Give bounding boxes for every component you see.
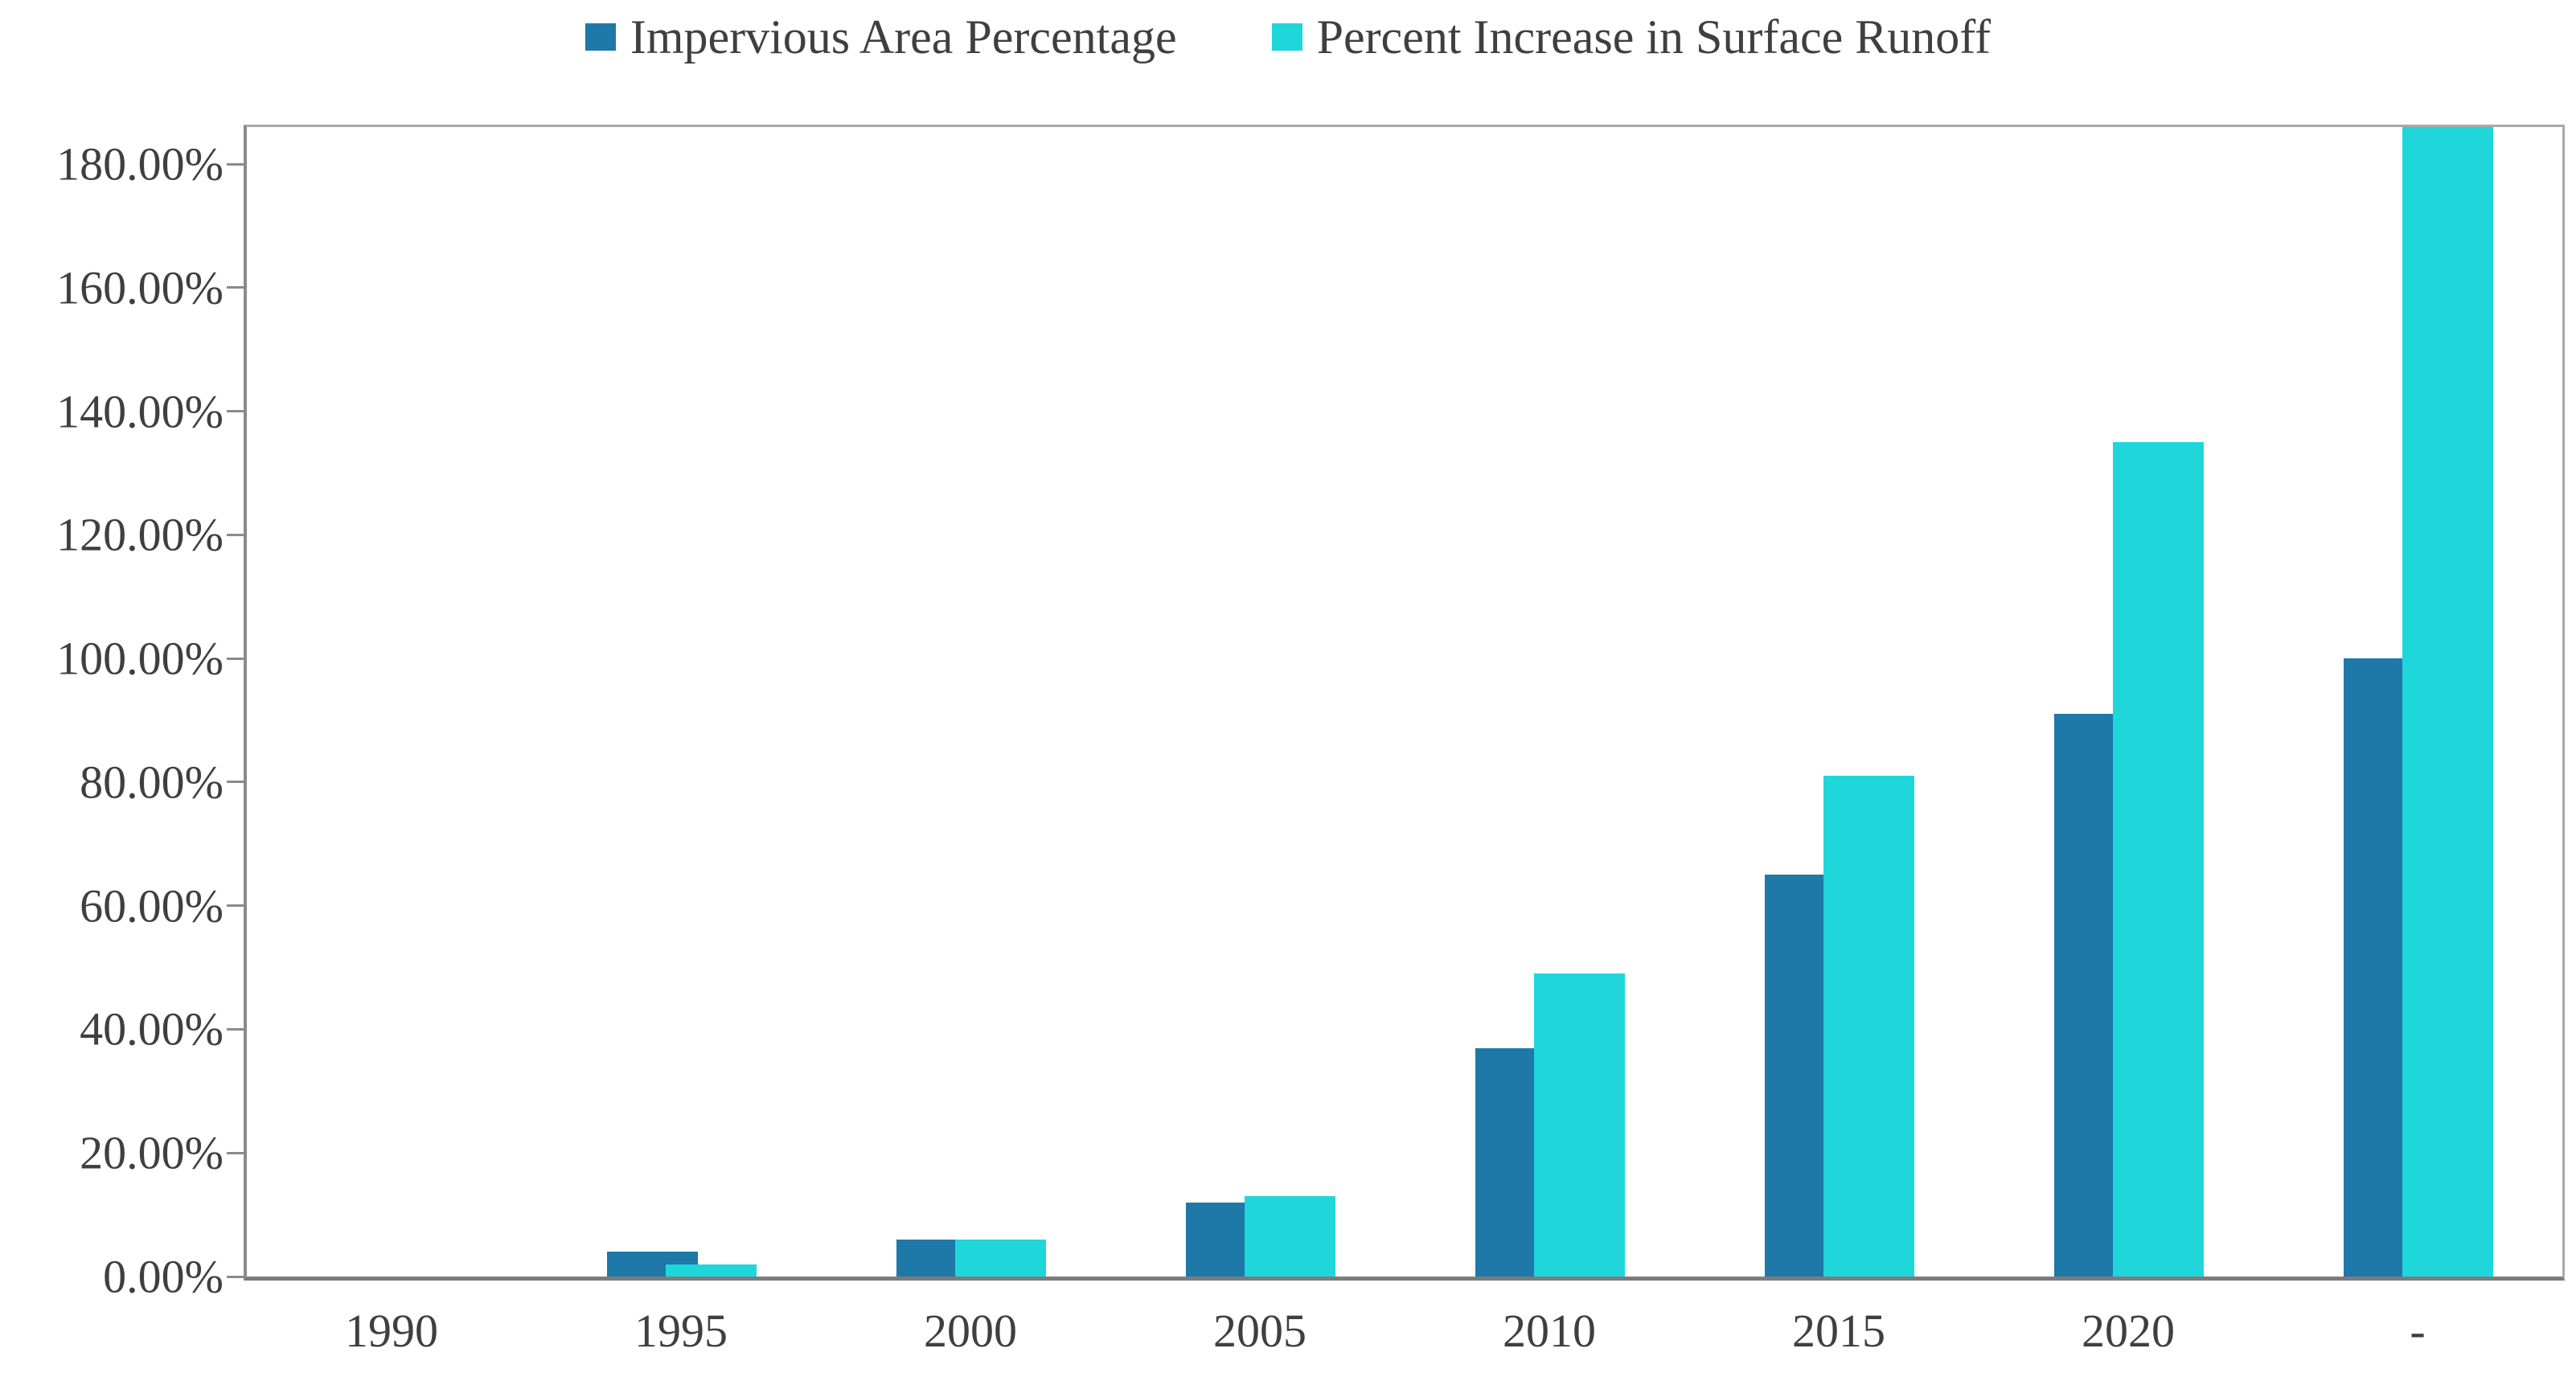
y-axis-label: 40.00% [80, 1002, 224, 1055]
y-axis-label: 80.00% [80, 756, 224, 809]
y-axis-label: 140.00% [56, 385, 224, 438]
y-axis-tick [227, 657, 244, 660]
y-axis-tick [227, 781, 244, 784]
y-axis-label: 120.00% [56, 508, 224, 561]
y-axis-tick [227, 1275, 244, 1278]
x-axis-labels: 1990 1995 2000 2005 2010 2015 2020 - [247, 1304, 2562, 1368]
y-axis-tick [227, 162, 244, 166]
bar-runoff-- [2402, 127, 2493, 1277]
legend-label-impervious: Impervious Area Percentage [630, 10, 1177, 64]
plot-area [227, 125, 2565, 1281]
legend-swatch-runoff-icon [1271, 23, 1302, 51]
y-axis-label: 180.00% [56, 137, 224, 191]
y-axis-tick [227, 1151, 244, 1154]
bar-runoff-2015 [1823, 776, 1914, 1277]
y-axis-tick [227, 1027, 244, 1031]
bar-runoff-2010 [1534, 973, 1625, 1277]
x-axis-label: 2010 [1503, 1305, 1596, 1357]
bar-runoff-2005 [1245, 1196, 1335, 1277]
bar-runoff-1995 [666, 1264, 757, 1277]
x-axis-label: - [2410, 1305, 2426, 1357]
legend-label-runoff: Percent Increase in Surface Runoff [1316, 10, 1991, 64]
y-axis-label: 60.00% [80, 879, 224, 932]
y-axis-label: 160.00% [56, 261, 224, 314]
x-axis-label: 1995 [634, 1305, 728, 1357]
x-axis-label: 1990 [345, 1305, 438, 1357]
legend-item-runoff: Percent Increase in Surface Runoff [1271, 5, 1991, 69]
y-axis-labels: 0.00% 20.00% 40.00% 60.00% 80.00% 100.00% 120.… [0, 127, 227, 1303]
bar-runoff-2000 [955, 1239, 1046, 1277]
y-axis-label: 0.00% [103, 1250, 224, 1303]
y-axis-label: 20.00% [80, 1126, 224, 1179]
legend-item-impervious: Impervious Area Percentage [585, 5, 1177, 69]
y-axis-label: 100.00% [56, 632, 224, 685]
y-axis-tick [227, 904, 244, 908]
y-axis-tick [227, 533, 244, 536]
x-axis-label: 2015 [1792, 1305, 1885, 1357]
x-axis-label: 2020 [2082, 1305, 2175, 1357]
x-axis-label: 2005 [1213, 1305, 1306, 1357]
bar-runoff-2020 [2113, 442, 2204, 1277]
y-axis-tick [227, 410, 244, 413]
legend: Impervious Area Percentage Percent Incre… [0, 5, 2576, 69]
x-axis-label: 2000 [924, 1305, 1017, 1357]
y-axis-tick [227, 286, 244, 289]
legend-swatch-impervious-icon [585, 23, 616, 51]
